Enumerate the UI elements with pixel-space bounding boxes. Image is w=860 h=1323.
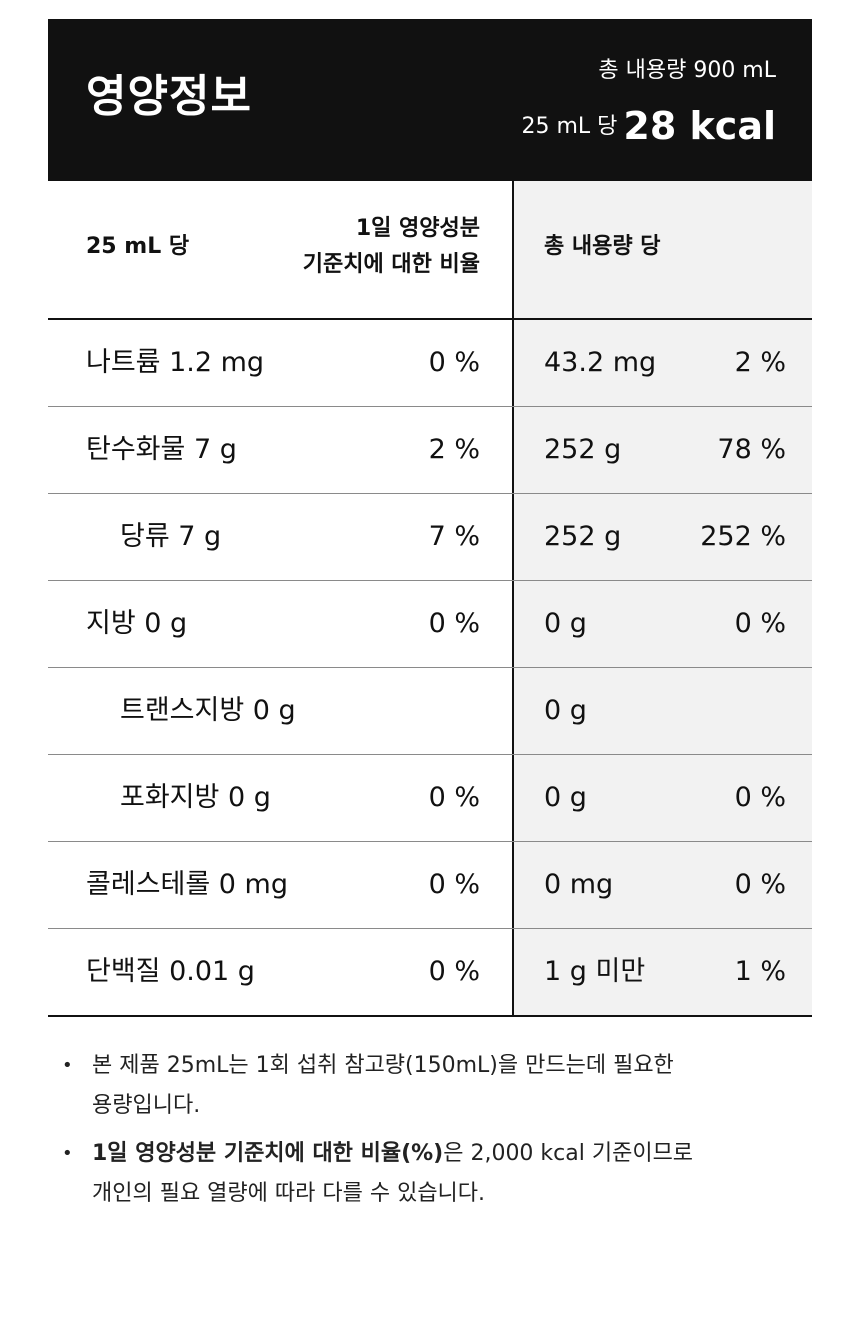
table-row: 나트륨 1.2 mg 0 % 43.2 mg 2 % <box>48 320 812 407</box>
nutrient-daily-value: 0 % <box>428 869 480 900</box>
table-row: 당류 7 g 7 % 252 g 252 % <box>48 494 812 581</box>
bullet-icon: • <box>62 1055 73 1076</box>
nutrient-total-percent: 78 % <box>717 434 786 465</box>
table-row: 탄수화물 7 g 2 % 252 g 78 % <box>48 407 812 494</box>
daily-value-header-line2: 기준치에 대한 비율 <box>302 252 480 277</box>
footnote-serving-line2: 용량입니다. <box>92 1093 201 1118</box>
nutrient-daily-value: 2 % <box>428 434 480 465</box>
nutrition-table: 25 mL 당 1일 영양성분 기준치에 대한 비율 총 내용량 당 나트륨 1… <box>48 181 812 1017</box>
nutrient-daily-value: 0 % <box>428 782 480 813</box>
footnotes: • 본 제품 25mL는 1회 섭취 참고량(150mL)을 만드는데 필요한 … <box>62 1046 802 1222</box>
per-unit-header: 25 mL 당 <box>86 234 190 259</box>
nutrient-name: 포화지방 0 g <box>120 782 271 813</box>
table-header-row: 25 mL 당 1일 영양성분 기준치에 대한 비율 총 내용량 당 <box>48 181 812 320</box>
nutrient-daily-value: 0 % <box>428 608 480 639</box>
footnote-daily-value-line2: 개인의 필요 열량에 따라 다를 수 있습니다. <box>92 1181 486 1206</box>
nutrient-name: 트랜스지방 0 g <box>120 695 296 726</box>
nutrient-name: 지방 0 g <box>86 608 188 639</box>
nutrient-daily-value: 0 % <box>428 347 480 378</box>
calories-value: 28 kcal <box>623 104 776 148</box>
footnote-serving: • 본 제품 25mL는 1회 섭취 참고량(150mL)을 만드는데 필요한 … <box>62 1046 802 1126</box>
total-volume-header: 총 내용량 당 <box>544 234 661 259</box>
total-volume: 총 내용량 900 mL <box>598 58 776 83</box>
nutrition-title: 영양정보 <box>86 71 252 122</box>
calories-unit-label: 25 mL 당 <box>521 114 618 139</box>
table-row: 트랜스지방 0 g 0 g <box>48 668 812 755</box>
footnote-serving-line1: 본 제품 25mL는 1회 섭취 참고량(150mL)을 만드는데 필요한 <box>92 1053 674 1078</box>
table-row: 지방 0 g 0 % 0 g 0 % <box>48 581 812 668</box>
nutrient-total-amount: 252 g <box>544 521 622 552</box>
total-column-background <box>512 181 812 1017</box>
nutrient-daily-value: 7 % <box>428 521 480 552</box>
footnote-regular-text: 은 2,000 kcal 기준이므로 <box>443 1141 694 1166</box>
nutrient-name: 나트륨 1.2 mg <box>86 347 265 378</box>
nutrient-total-amount: 43.2 mg <box>544 347 657 378</box>
table-row: 단백질 0.01 g 0 % 1 g 미만 1 % <box>48 929 812 1017</box>
bullet-icon: • <box>62 1143 73 1164</box>
nutrient-total-percent: 2 % <box>734 347 786 378</box>
nutrient-total-amount: 0 g <box>544 608 587 639</box>
table-row: 콜레스테롤 0 mg 0 % 0 mg 0 % <box>48 842 812 929</box>
nutrient-total-percent: 0 % <box>734 608 786 639</box>
column-divider <box>512 181 514 1017</box>
nutrient-total-percent: 0 % <box>734 782 786 813</box>
nutrient-total-amount: 0 g <box>544 695 587 726</box>
daily-value-header-line1: 1일 영양성분 <box>355 216 480 241</box>
nutrient-total-percent: 0 % <box>734 869 786 900</box>
nutrient-total-amount: 0 g <box>544 782 587 813</box>
calories-per-unit: 25 mL 당 28 kcal <box>522 107 777 145</box>
nutrient-total-percent: 252 % <box>700 521 786 552</box>
nutrition-facts-panel: 영양정보 총 내용량 900 mL 25 mL 당 28 kcal 25 mL 당… <box>48 19 812 1017</box>
nutrient-total-amount: 252 g <box>544 434 622 465</box>
footnote-daily-value-line1: 1일 영양성분 기준치에 대한 비율(%)은 2,000 kcal 기준이므로 <box>92 1134 802 1174</box>
nutrient-daily-value: 0 % <box>428 956 480 987</box>
footnote-daily-value: • 1일 영양성분 기준치에 대한 비율(%)은 2,000 kcal 기준이므… <box>62 1134 802 1214</box>
nutrient-name: 탄수화물 7 g <box>86 434 237 465</box>
nutrient-total-amount: 1 g 미만 <box>544 956 646 987</box>
footnote-bold-text: 1일 영양성분 기준치에 대한 비율(%) <box>92 1141 444 1166</box>
daily-value-header: 1일 영양성분 기준치에 대한 비율 <box>240 211 480 283</box>
nutrient-name: 당류 7 g <box>120 521 222 552</box>
table-row: 포화지방 0 g 0 % 0 g 0 % <box>48 755 812 842</box>
nutrient-total-amount: 0 mg <box>544 869 614 900</box>
nutrient-name: 콜레스테롤 0 mg <box>86 869 288 900</box>
nutrient-name: 단백질 0.01 g <box>86 956 255 987</box>
nutrient-total-percent: 1 % <box>734 956 786 987</box>
nutrition-header: 영양정보 총 내용량 900 mL 25 mL 당 28 kcal <box>48 19 812 181</box>
